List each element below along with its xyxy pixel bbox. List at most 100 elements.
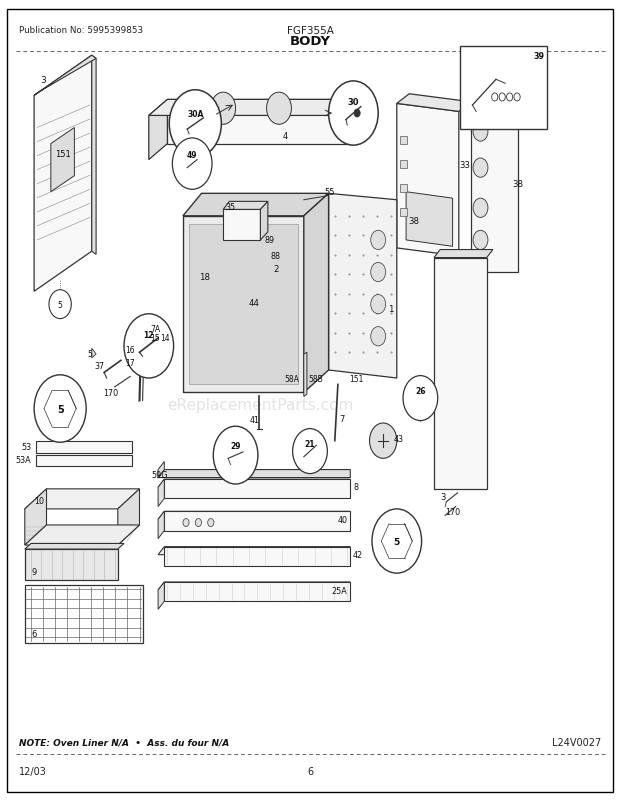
Circle shape	[195, 519, 202, 527]
Circle shape	[473, 123, 488, 142]
Circle shape	[293, 429, 327, 474]
Text: 21: 21	[305, 439, 315, 448]
Circle shape	[473, 199, 488, 218]
Polygon shape	[397, 104, 459, 257]
Polygon shape	[223, 210, 260, 241]
Bar	[186, 110, 211, 124]
Text: 151: 151	[55, 149, 71, 159]
Bar	[25, 585, 143, 643]
Circle shape	[143, 364, 153, 377]
Circle shape	[514, 94, 520, 102]
Bar	[36, 442, 132, 453]
Text: 58A: 58A	[284, 375, 299, 384]
Circle shape	[372, 509, 422, 573]
Polygon shape	[406, 192, 453, 247]
Polygon shape	[183, 217, 304, 393]
Text: 17: 17	[125, 358, 135, 368]
Bar	[434, 258, 487, 489]
Text: 53: 53	[21, 442, 31, 452]
Circle shape	[371, 295, 386, 314]
Circle shape	[403, 376, 438, 421]
Polygon shape	[25, 489, 46, 545]
Polygon shape	[149, 100, 167, 160]
Text: 88: 88	[271, 252, 281, 261]
Text: 38: 38	[512, 180, 523, 189]
Polygon shape	[25, 549, 118, 581]
Text: 7A: 7A	[150, 324, 160, 334]
Text: 3: 3	[40, 75, 46, 85]
Text: 5: 5	[87, 350, 92, 359]
Bar	[400, 136, 407, 144]
Bar	[400, 160, 407, 168]
Bar	[36, 456, 132, 467]
Circle shape	[371, 327, 386, 346]
Polygon shape	[25, 544, 124, 549]
Polygon shape	[92, 56, 96, 255]
Text: 40: 40	[337, 515, 347, 525]
Polygon shape	[158, 582, 350, 590]
Text: 42: 42	[352, 550, 362, 560]
Circle shape	[183, 519, 189, 527]
Circle shape	[213, 427, 258, 484]
Circle shape	[329, 82, 378, 146]
Text: 16: 16	[125, 346, 135, 355]
Circle shape	[172, 139, 212, 190]
Polygon shape	[164, 512, 350, 531]
Text: 30A: 30A	[187, 109, 203, 119]
Text: 10: 10	[34, 496, 44, 506]
Text: 89: 89	[265, 236, 275, 245]
Text: 44: 44	[249, 298, 260, 308]
Circle shape	[473, 159, 488, 178]
Polygon shape	[167, 100, 356, 144]
Polygon shape	[471, 100, 518, 273]
Polygon shape	[92, 349, 96, 358]
Polygon shape	[223, 202, 268, 210]
Text: 43: 43	[394, 434, 404, 444]
Text: 33: 33	[459, 160, 471, 170]
Text: 5: 5	[57, 404, 63, 414]
Circle shape	[124, 314, 174, 379]
Circle shape	[49, 290, 71, 319]
Circle shape	[371, 231, 386, 250]
Polygon shape	[34, 56, 92, 292]
Text: 12: 12	[144, 330, 154, 340]
Text: 9: 9	[31, 567, 36, 577]
Text: BODY: BODY	[290, 35, 330, 48]
Text: 6: 6	[307, 767, 313, 776]
Circle shape	[136, 358, 149, 375]
Text: 7: 7	[340, 414, 345, 423]
Text: 59G: 59G	[152, 470, 168, 480]
Text: 170: 170	[445, 507, 460, 516]
Text: 58B: 58B	[309, 375, 324, 384]
Text: 151: 151	[349, 375, 364, 384]
Bar	[400, 209, 407, 217]
Polygon shape	[158, 462, 164, 478]
Circle shape	[371, 263, 386, 282]
Text: 35: 35	[226, 202, 236, 212]
Circle shape	[267, 93, 291, 125]
Polygon shape	[304, 194, 329, 393]
Circle shape	[473, 231, 488, 250]
Polygon shape	[304, 353, 307, 397]
Text: 6: 6	[31, 629, 37, 638]
Text: 2: 2	[273, 264, 278, 273]
Circle shape	[492, 94, 498, 102]
Text: 49: 49	[187, 151, 197, 160]
Text: 8: 8	[353, 482, 358, 492]
Polygon shape	[158, 547, 350, 555]
Polygon shape	[260, 202, 268, 241]
Polygon shape	[25, 525, 140, 545]
Circle shape	[507, 94, 513, 102]
Polygon shape	[471, 92, 524, 100]
Polygon shape	[183, 194, 329, 217]
Circle shape	[211, 93, 236, 125]
Circle shape	[208, 519, 214, 527]
Polygon shape	[189, 225, 298, 385]
Polygon shape	[149, 100, 356, 116]
Text: 37: 37	[94, 362, 104, 371]
Polygon shape	[164, 582, 350, 602]
Polygon shape	[34, 56, 96, 96]
Text: 15: 15	[150, 334, 160, 343]
Text: 29: 29	[231, 441, 241, 451]
Text: NOTE: Oven Liner N/A  •  Ass. du four N/A: NOTE: Oven Liner N/A • Ass. du four N/A	[19, 737, 229, 747]
